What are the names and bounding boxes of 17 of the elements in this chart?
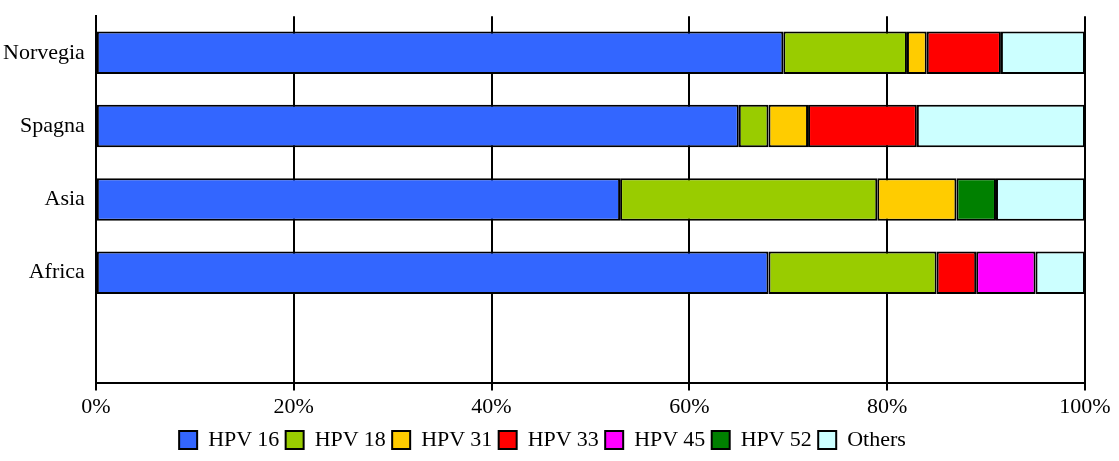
legend-label: HPV 31 — [421, 425, 493, 451]
y-tick-label: Africa — [28, 258, 86, 284]
x-tick-label: 0% — [81, 392, 111, 418]
x-tick-label: 100% — [1059, 392, 1111, 418]
legend-label: Others — [847, 425, 906, 451]
x-tick-label: 60% — [669, 392, 710, 418]
legend-label: HPV 16 — [208, 425, 280, 451]
y-tick-label: Norvegia — [3, 38, 86, 64]
legend-label: HPV 52 — [740, 425, 812, 451]
legend-label: HPV 33 — [527, 425, 599, 451]
y-tick-label: Asia — [44, 185, 86, 211]
x-tick-label: 80% — [867, 392, 908, 418]
x-tick-label: 20% — [273, 392, 314, 418]
legend-label: HPV 45 — [634, 425, 706, 451]
legend-label: HPV 18 — [314, 425, 386, 451]
y-tick-label: Spagna — [20, 111, 86, 137]
x-tick-label: 40% — [471, 392, 512, 418]
